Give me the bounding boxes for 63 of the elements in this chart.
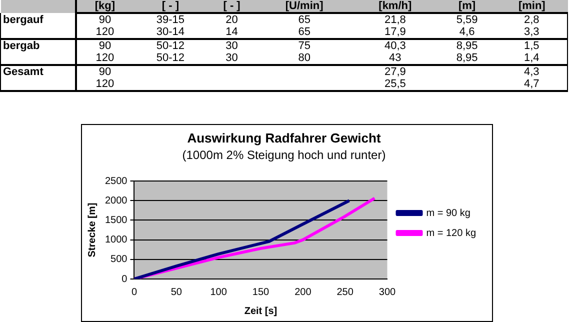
text: 4,6 xyxy=(459,26,475,38)
x-tick-label: 0 xyxy=(131,286,138,298)
text: 65 xyxy=(298,26,310,38)
y-axis-title: Strecke [m] xyxy=(86,202,98,258)
text: 120 xyxy=(96,26,114,38)
category-label: [U/min] xyxy=(256,0,353,13)
text: 30-14 xyxy=(156,26,185,38)
category-label: [ - ] xyxy=(207,0,256,13)
text: 30 xyxy=(226,40,238,52)
x-tick-label: 250 xyxy=(336,286,354,298)
text: 21,8 xyxy=(384,14,406,26)
text: 14 xyxy=(226,26,238,38)
text: 25,5 xyxy=(384,78,406,90)
category-label: Gesamt xyxy=(3,66,44,78)
x-tick-label: 100 xyxy=(210,286,228,298)
text: 120 xyxy=(96,52,114,64)
text: 39-15 xyxy=(156,14,185,26)
text: 90 xyxy=(98,40,112,52)
text: 43 xyxy=(389,52,402,64)
category-label: [min] xyxy=(496,0,568,13)
category-label: bergab xyxy=(3,40,40,52)
text: 50-12 xyxy=(156,52,185,64)
text: 65 xyxy=(298,14,310,26)
text: 80 xyxy=(298,52,310,64)
legend-label: m = 90 kg xyxy=(426,208,470,219)
y-tick-label: 1000 xyxy=(104,234,128,246)
text: 90 xyxy=(98,66,112,78)
y-tick-label: 500 xyxy=(110,254,128,266)
y-tick-label: 1500 xyxy=(104,214,128,226)
text: 8,95 xyxy=(456,52,478,64)
x-tick-label: 50 xyxy=(170,286,182,298)
category-label: [m] xyxy=(438,0,496,13)
text: 3,3 xyxy=(524,26,540,38)
text: 2,8 xyxy=(524,14,540,26)
legend-label: m = 120 kg xyxy=(426,228,476,239)
chart-subtitle: (1000m 2% Steigung hoch und runter) xyxy=(182,148,386,162)
chart-title: Auswirkung Radfahrer Gewicht xyxy=(187,130,382,146)
x-axis-title: Zeit [s] xyxy=(244,306,278,317)
text: 1,5 xyxy=(524,40,540,52)
y-tick-label: 2500 xyxy=(104,176,128,187)
text: 30 xyxy=(226,52,238,64)
text: 75 xyxy=(298,40,310,52)
category-label: [km/h] xyxy=(352,0,438,13)
text: 20 xyxy=(226,14,238,26)
text: 5,59 xyxy=(456,14,478,26)
text: 90 xyxy=(98,14,112,26)
text: 4,3 xyxy=(524,66,540,78)
x-tick-label: 300 xyxy=(378,286,396,298)
text: 4,7 xyxy=(524,78,540,90)
category-label: [kg] xyxy=(76,0,134,13)
text: 8,95 xyxy=(456,40,478,52)
text: 40,3 xyxy=(384,40,406,52)
y-tick-label: 2000 xyxy=(104,195,128,206)
text: 50-12 xyxy=(156,40,185,52)
category-label: [ - ] xyxy=(133,0,208,13)
text: 1,4 xyxy=(524,52,540,64)
category-label: bergauf xyxy=(3,14,44,26)
x-tick-label: 200 xyxy=(294,286,312,298)
y-tick-label: 0 xyxy=(122,274,128,285)
x-tick-label: 150 xyxy=(252,286,270,298)
text: 17,9 xyxy=(384,26,406,38)
text: 27,9 xyxy=(384,66,406,78)
text: 120 xyxy=(96,78,114,90)
